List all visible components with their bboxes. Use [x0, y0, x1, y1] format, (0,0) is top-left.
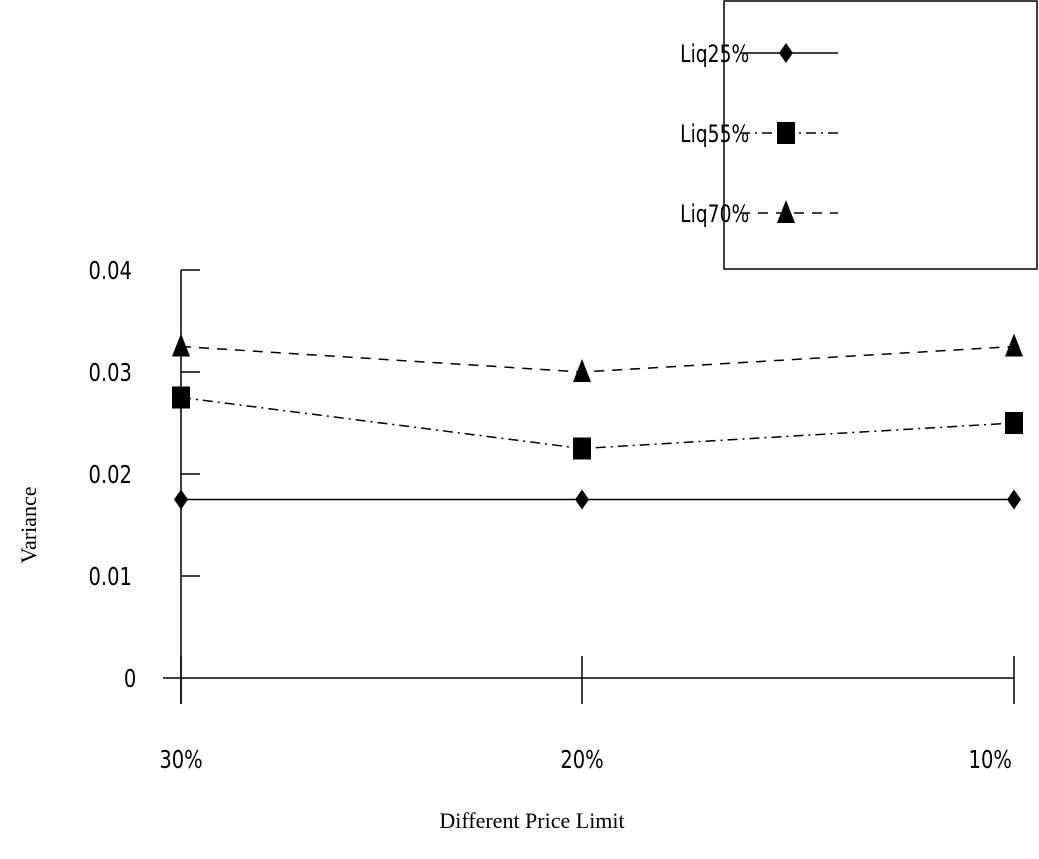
legend-label: Liq25%: [680, 41, 749, 69]
legend-marker: [779, 43, 793, 63]
data-point: [1005, 333, 1023, 357]
data-point: [172, 333, 190, 357]
series-line: [180, 345, 1015, 373]
x-axis-title: Different Price Limit: [439, 808, 624, 833]
data-point: [573, 359, 591, 382]
x-tick-label: 20%: [560, 746, 603, 775]
y-tick-label: 0: [124, 665, 136, 694]
y-tick-label: 0.04: [88, 257, 131, 286]
y-tick-label: 0.02: [88, 461, 131, 490]
y-axis-title: Variance: [16, 487, 41, 564]
data-point: [174, 489, 188, 510]
axes: [163, 269, 1015, 704]
series-markers: [172, 333, 1023, 510]
legend-marker: [777, 122, 795, 144]
series-line: [180, 396, 1015, 450]
data-point: [575, 489, 589, 510]
legend-box: [723, 0, 1038, 270]
y-tick-label: 0.03: [88, 359, 131, 388]
legend-marker: [777, 200, 795, 223]
x-tick-label: 30%: [159, 746, 202, 775]
legend-label: Liq55%: [680, 121, 749, 149]
legend-items: Liq25% Liq55% Liq70%: [680, 41, 838, 229]
legend-label: Liq70%: [680, 201, 749, 229]
y-tick-label: 0.01: [88, 563, 131, 592]
x-tick-label: 10%: [969, 746, 1012, 775]
tick-labels: 0 0.01 0.02 0.03 0.04 30% 20% 10%: [88, 257, 1011, 775]
series-lines: [180, 345, 1015, 501]
data-point: [1005, 412, 1023, 434]
data-point: [172, 386, 190, 409]
data-point: [573, 437, 591, 460]
data-point: [1007, 489, 1021, 510]
legend: Liq25% Liq55% Liq70%: [680, 0, 1038, 270]
